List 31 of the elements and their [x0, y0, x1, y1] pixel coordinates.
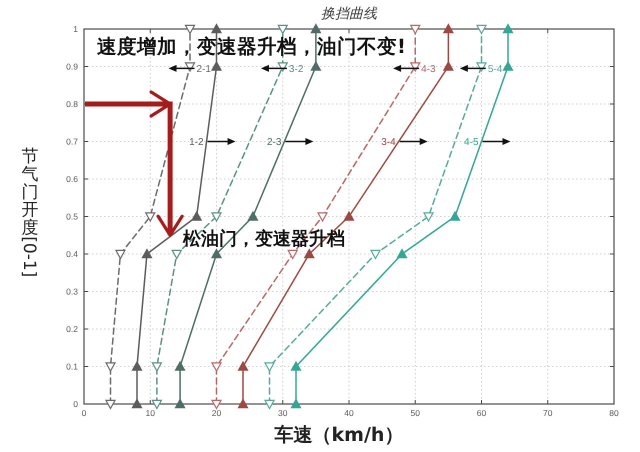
series-label: 2-3	[266, 137, 282, 148]
x-tick-label: 80	[609, 408, 619, 418]
y-tick-label: 0.9	[66, 62, 78, 72]
x-tick-label: 20	[212, 408, 222, 418]
y-tick-label: 0.3	[66, 286, 78, 296]
series-label: 1-2	[189, 137, 204, 148]
x-tick-label: 0	[82, 408, 87, 418]
series-label: 2-1	[196, 64, 211, 75]
series-label: 4-3	[421, 64, 436, 75]
y-tick-label: 0.2	[66, 324, 78, 334]
x-tick-label: 10	[146, 408, 156, 418]
series-label: 3-2	[288, 64, 304, 75]
y-tick-label: 0.1	[66, 362, 78, 372]
y-tick-label: 0.5	[66, 212, 78, 222]
x-tick-label: 40	[344, 408, 354, 418]
y-label: 节气门开度 [0-1]	[18, 146, 39, 278]
x-tick-label: 50	[410, 408, 420, 418]
y-tick-label: 0.8	[66, 99, 78, 109]
y-tick-label: 0	[73, 399, 78, 409]
series-label: 4-5	[464, 137, 478, 148]
y-tick-label: 0.4	[66, 249, 78, 259]
series-label: 5-4	[488, 64, 502, 75]
x-label: 车速（km/h）	[274, 424, 404, 446]
y-tick-label: 1	[73, 24, 78, 34]
series-label: 3-4	[381, 137, 396, 148]
x-tick-label: 60	[476, 408, 486, 418]
x-tick-label: 30	[278, 408, 288, 418]
title: 换挡曲线	[321, 6, 377, 22]
x-tick-label: 70	[543, 408, 553, 418]
y-tick-label: 0.6	[66, 174, 78, 184]
y-tick-label: 0.7	[66, 136, 78, 146]
